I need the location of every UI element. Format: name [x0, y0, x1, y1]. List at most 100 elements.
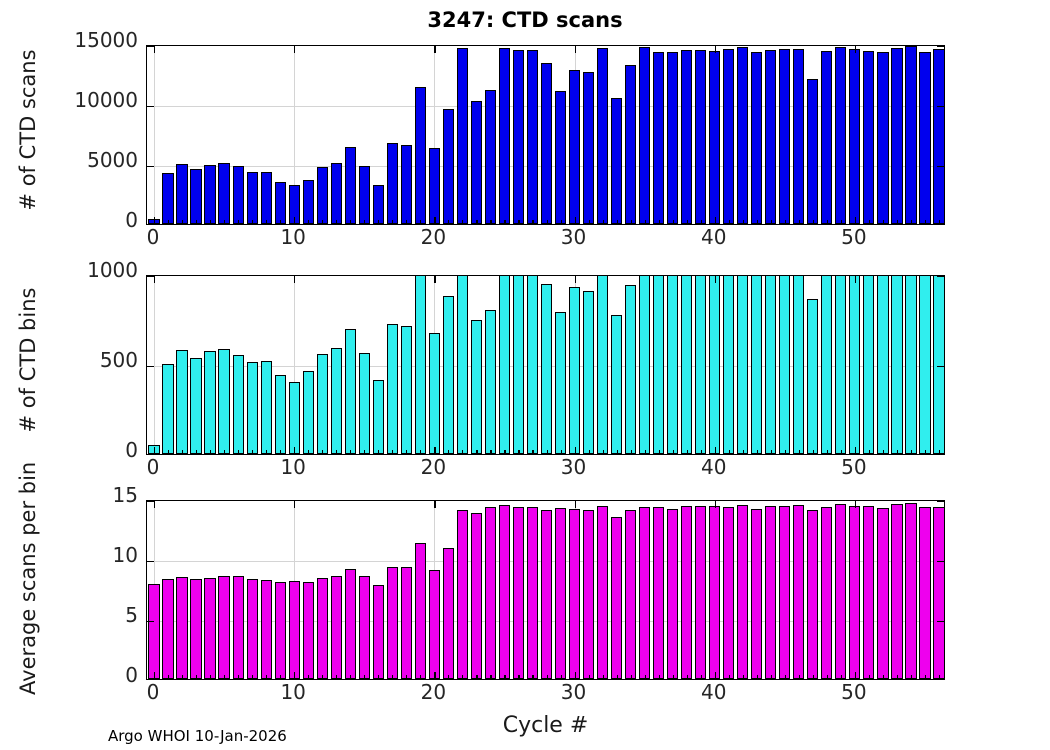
x-axis-minor-tick	[280, 675, 282, 679]
x-axis-minor-tick	[322, 450, 324, 454]
x-axis-minor-tick	[532, 220, 534, 224]
x-axis-minor-tick	[672, 450, 674, 454]
bar	[863, 506, 875, 679]
x-axis-minor-tick	[238, 450, 240, 454]
bar	[582, 71, 595, 224]
x-axis-minor-tick	[168, 450, 170, 454]
x-axis-minor-tick	[406, 675, 408, 679]
bar	[807, 79, 819, 224]
x-axis-tick-label: 0	[146, 455, 160, 479]
x-axis-tick-label: 20	[420, 455, 447, 479]
x-axis-tick	[854, 672, 857, 679]
bar	[653, 276, 665, 454]
bar	[218, 348, 230, 454]
bar	[456, 276, 468, 454]
bar	[302, 179, 314, 224]
x-axis-minor-tick	[658, 675, 660, 679]
bar	[891, 276, 903, 454]
x-axis-minor-tick	[210, 450, 212, 454]
bar	[695, 276, 707, 454]
x-axis-minor-tick	[686, 220, 688, 224]
bar	[176, 577, 188, 679]
y-axis-tick-label: 1000	[87, 258, 138, 282]
bar	[190, 579, 202, 679]
x-axis-tick	[294, 447, 296, 454]
y-axis-tick-right	[937, 276, 944, 278]
x-axis-minor-tick	[476, 675, 478, 679]
gridline-vertical	[294, 46, 296, 224]
bar	[470, 513, 482, 679]
bar	[414, 87, 426, 224]
x-axis-minor-tick	[868, 450, 870, 454]
x-axis-minor-tick	[252, 675, 254, 679]
x-axis-minor-tick	[322, 220, 324, 224]
x-axis-minor-tick	[588, 450, 590, 454]
bar	[793, 276, 805, 454]
bar	[372, 584, 384, 679]
bar	[498, 276, 511, 454]
x-axis-tick-top	[154, 276, 156, 283]
x-axis-minor-tick	[868, 220, 870, 224]
bar	[344, 568, 356, 679]
x-axis-minor-tick	[280, 450, 282, 454]
bar	[484, 89, 497, 224]
panel-ctd-scans: 0 5000 10000 15000 0 10 20 30 40 50 # of CTD scans	[0, 30, 1050, 247]
x-axis-tick-top	[434, 46, 436, 53]
x-axis-minor-tick	[924, 675, 927, 679]
bar	[554, 90, 567, 224]
x-axis-tick-label: 50	[841, 225, 867, 249]
x-axis-tick-label: 10	[280, 225, 306, 249]
bar	[695, 50, 707, 224]
y-axis-tick-right	[937, 366, 944, 368]
bar	[288, 580, 300, 679]
bar	[582, 291, 595, 454]
x-axis-tick	[714, 672, 716, 679]
x-axis-minor-tick	[560, 220, 562, 224]
x-axis-tick-top	[714, 276, 716, 283]
panel-avg-scans-per-bin: 0 5 10 15 0 10 20 30 40 50 Average scans per bin Cy…	[0, 462, 1050, 738]
bar-series	[147, 46, 944, 224]
x-axis-minor-tick	[182, 675, 184, 679]
bar	[695, 505, 707, 679]
bar	[751, 51, 763, 224]
bar	[596, 48, 609, 224]
bar	[639, 47, 651, 224]
x-axis-tick-top	[294, 276, 296, 283]
x-axis-minor-tick	[350, 675, 352, 679]
y-axis-tick	[147, 276, 154, 278]
bar	[274, 374, 286, 454]
bar	[456, 47, 468, 224]
y-axis-tick-label: 5000	[87, 148, 138, 172]
x-axis-tick	[854, 447, 857, 454]
x-axis-minor-tick	[840, 450, 842, 454]
bar	[835, 503, 847, 679]
x-axis-minor-tick	[308, 450, 310, 454]
x-axis-minor-tick	[882, 220, 884, 224]
x-axis-minor-tick	[182, 220, 184, 224]
bar	[386, 324, 398, 454]
bar	[639, 276, 651, 454]
bar	[849, 49, 861, 224]
x-axis-minor-tick	[532, 675, 534, 679]
x-axis-minor-tick	[560, 675, 562, 679]
x-axis-minor-tick	[238, 675, 240, 679]
panel-ctd-bins: 0 500 1000 0 10 20 30 40 50 # of CTD bins	[0, 260, 1050, 477]
x-axis-minor-tick	[602, 675, 604, 679]
x-axis-tick	[294, 217, 296, 224]
bar	[779, 505, 791, 679]
x-axis-minor-tick	[224, 450, 226, 454]
bar	[737, 276, 749, 454]
x-axis-minor-tick	[420, 450, 422, 454]
x-axis-minor-tick	[910, 220, 913, 224]
bar	[653, 51, 665, 224]
x-axis-minor-tick	[182, 450, 184, 454]
bar	[204, 578, 216, 679]
x-axis-tick-label: 40	[700, 455, 727, 479]
x-axis-tick-label: 50	[841, 680, 867, 704]
bar	[793, 48, 805, 224]
x-axis-tick-top	[854, 46, 857, 53]
y-axis-tick	[147, 366, 154, 368]
bar	[400, 326, 412, 454]
plot-area	[146, 500, 945, 680]
x-axis-minor-tick	[560, 450, 562, 454]
